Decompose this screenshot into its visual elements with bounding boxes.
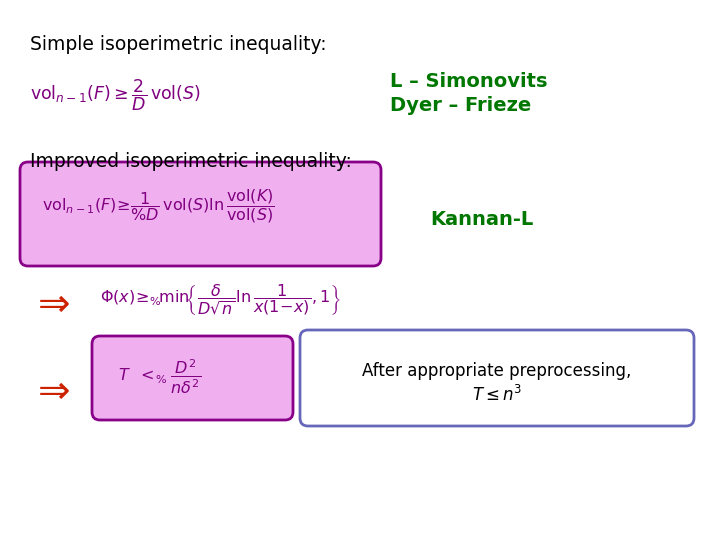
Text: Improved isoperimetric inequality:: Improved isoperimetric inequality: <box>30 152 352 171</box>
Text: Dyer – Frieze: Dyer – Frieze <box>390 96 531 115</box>
Text: $T \leq n^3$: $T \leq n^3$ <box>472 385 522 405</box>
FancyBboxPatch shape <box>20 162 381 266</box>
Text: $\Rightarrow$: $\Rightarrow$ <box>30 372 71 410</box>
Text: $\Rightarrow$: $\Rightarrow$ <box>30 285 71 323</box>
Text: L – Simonovits: L – Simonovits <box>390 72 547 91</box>
Text: $\mathrm{vol}_{n-1}(F)\!\geq\!\dfrac{1}{\%D}\,\mathrm{vol}(S)\ln\dfrac{\mathrm{v: $\mathrm{vol}_{n-1}(F)\!\geq\!\dfrac{1}{… <box>42 187 275 225</box>
FancyBboxPatch shape <box>300 330 694 426</box>
Text: $\mathrm{vol}_{n-1}(F)\geq\dfrac{2}{D}\,\mathrm{vol}(S)$: $\mathrm{vol}_{n-1}(F)\geq\dfrac{2}{D}\,… <box>30 78 201 113</box>
FancyBboxPatch shape <box>92 336 293 420</box>
Text: $\Phi(x)\!\geq_{\!\%}\!\min\!\left\{\dfrac{\delta}{D\sqrt{n}}\ln\dfrac{1}{x(1\!-: $\Phi(x)\!\geq_{\!\%}\!\min\!\left\{\dfr… <box>100 283 341 319</box>
Text: $T\ \;<_{\!\%}\;\dfrac{D^2}{n\delta^2}$: $T\ \;<_{\!\%}\;\dfrac{D^2}{n\delta^2}$ <box>118 358 202 396</box>
Text: Simple isoperimetric inequality:: Simple isoperimetric inequality: <box>30 35 327 54</box>
Text: After appropriate preprocessing,: After appropriate preprocessing, <box>362 362 631 380</box>
Text: Kannan-L: Kannan-L <box>430 210 534 229</box>
